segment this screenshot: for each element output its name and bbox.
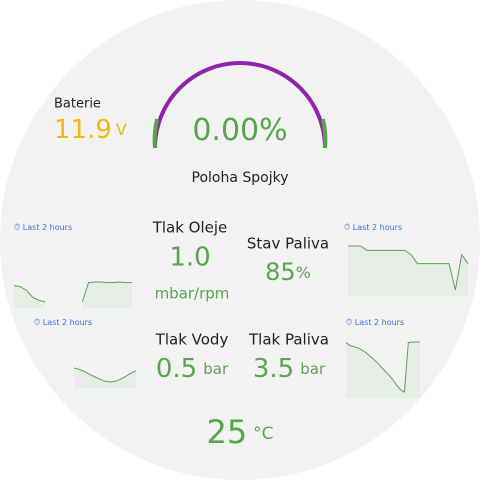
stat-label: Tlak Oleje [152, 219, 228, 237]
sparkline-area [348, 246, 468, 296]
stat-unit: mbar/rpm [155, 285, 230, 303]
sparkline [348, 245, 469, 291]
time-range: ⏱ Last 2 hours [344, 223, 402, 232]
unit: % [259, 113, 288, 148]
value: 3.5 [253, 354, 294, 384]
value: 0.00 [192, 113, 259, 148]
time-range: ⏱ Last 2 hours [346, 318, 404, 327]
time-range-label: Last 2 hours [43, 318, 92, 327]
sparkline-area [74, 368, 136, 388]
sparkline [345, 341, 420, 393]
battery-value: 11.9 V [54, 115, 127, 145]
gauge-label: Poloha Spojky [192, 170, 289, 186]
sparkline [73, 367, 137, 383]
stat-label: Tlak Vody [155, 331, 229, 349]
unit: °C [253, 424, 273, 444]
time-range: ⏱ Last 2 hours [34, 318, 92, 327]
sparkline-area [346, 342, 420, 398]
unit: V [116, 120, 127, 139]
stat-value: 85% [265, 258, 311, 286]
time-range-label: Last 2 hours [355, 318, 404, 327]
stat-value: 0.5 bar [156, 354, 229, 384]
value: 85 [265, 258, 296, 286]
battery-label: Baterie [54, 97, 101, 112]
gauge-value: 0.00% [192, 113, 287, 148]
value: 0.5 [156, 354, 197, 384]
time-range-label: Last 2 hours [353, 223, 402, 232]
stat-label: Stav Paliva [247, 235, 329, 253]
value: 11.9 [54, 115, 112, 145]
gauge-arc [153, 61, 327, 149]
sparkline-area [14, 282, 132, 308]
unit: % [296, 263, 311, 282]
gauge-threshold [320, 118, 328, 149]
unit: bar [203, 360, 229, 378]
time-range: ⏱ Last 2 hours [14, 223, 72, 232]
stat-value: 3.5 bar [253, 354, 326, 384]
sparkline [13, 281, 132, 303]
unit: bar [300, 360, 326, 378]
gauge-threshold [152, 118, 160, 149]
value: 25 [206, 413, 247, 451]
stat-value: 1.0 [169, 243, 210, 273]
temperature: 25 °C [206, 413, 273, 451]
stat-label: Tlak Paliva [248, 331, 329, 349]
time-range-label: Last 2 hours [23, 223, 72, 232]
